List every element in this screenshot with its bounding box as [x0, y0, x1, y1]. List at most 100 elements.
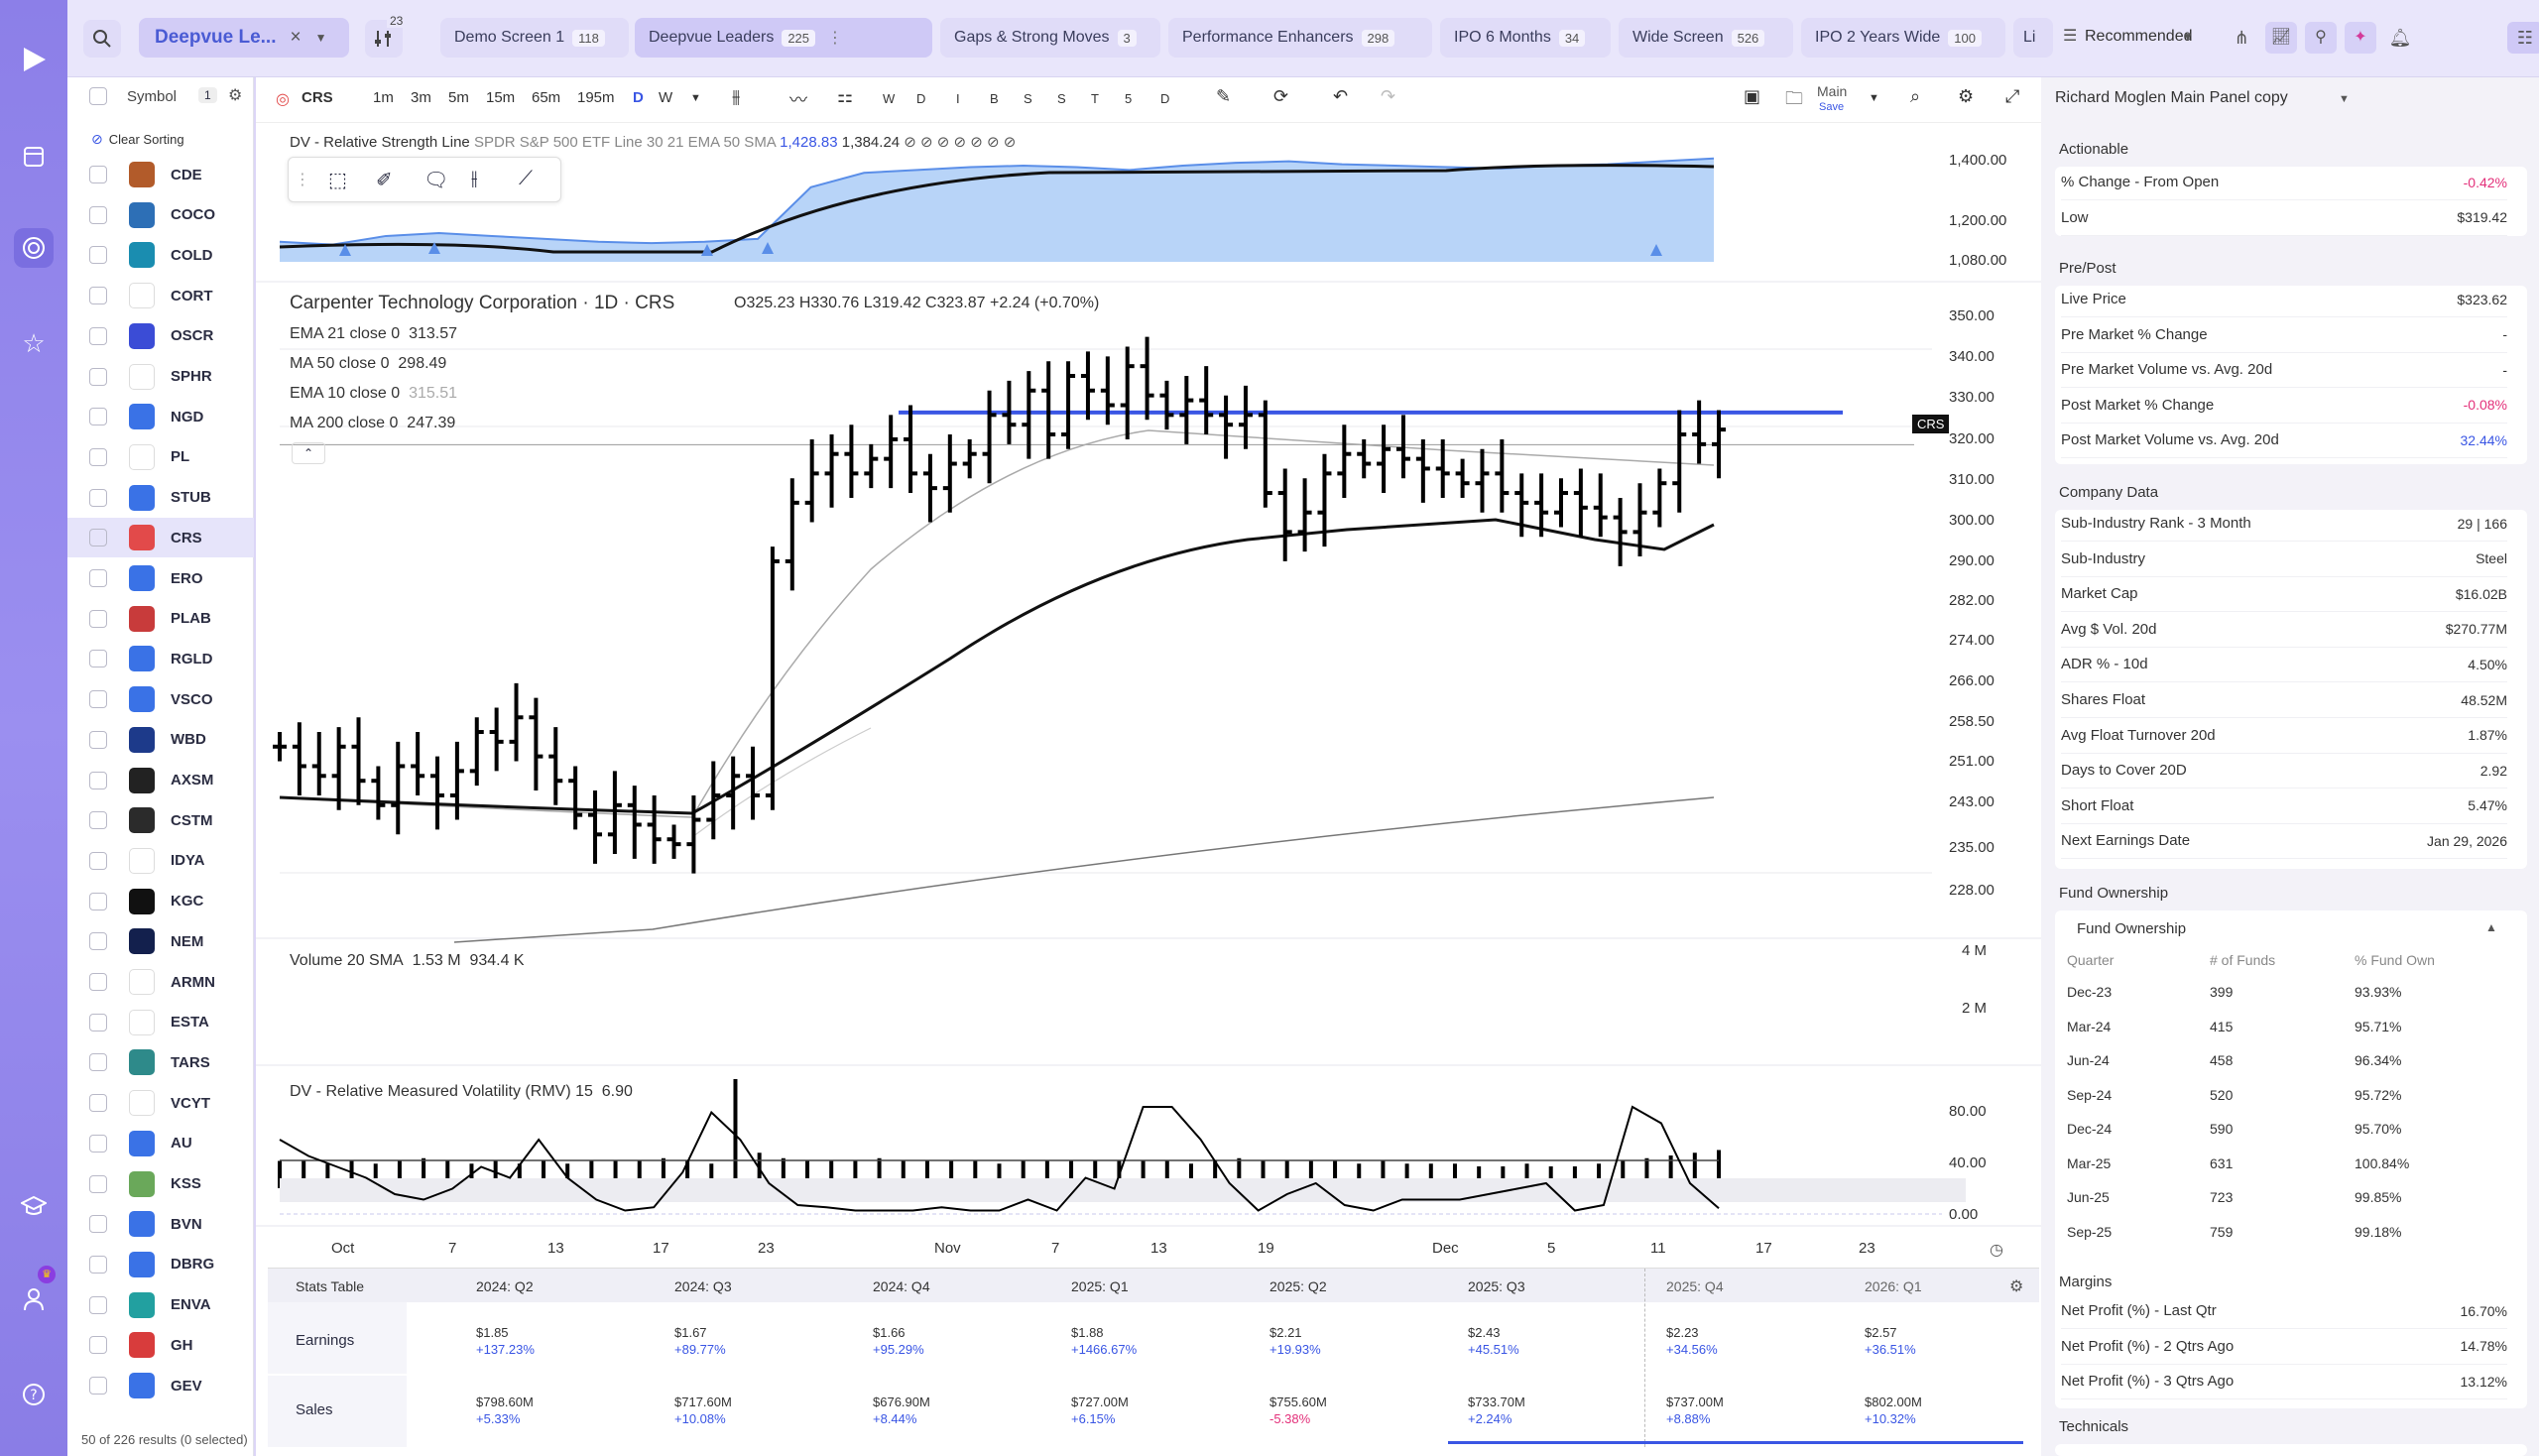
help-icon[interactable]: ? — [14, 1375, 54, 1414]
interval-daily[interactable]: D — [633, 89, 644, 106]
metric-row[interactable]: Sub-Industry Rank - 3 Month 29 | 166 — [2061, 506, 2507, 542]
watchlist-row[interactable]: TARS — [67, 1042, 254, 1082]
clear-sorting-button[interactable]: ⊘ Clear Sorting — [91, 125, 250, 153]
technicals-header[interactable]: Technicals — [2059, 1418, 2129, 1435]
watchlist-row[interactable]: CORT — [67, 276, 254, 315]
metric-row[interactable]: Live Price $323.62 — [2061, 282, 2507, 317]
watchlist-row[interactable]: AXSM — [67, 761, 254, 800]
row-checkbox[interactable] — [89, 408, 107, 426]
row-checkbox[interactable] — [89, 851, 107, 870]
fund-header[interactable]: Fund Ownership — [2059, 885, 2169, 902]
bell-icon[interactable]: 🔔︎ — [2388, 28, 2412, 48]
layout-template-icon[interactable]: ▣ — [1744, 86, 1761, 106]
row-checkbox[interactable] — [89, 1215, 107, 1234]
search-icon[interactable] — [83, 20, 121, 58]
chevron-down-icon[interactable]: ▼ — [2182, 30, 2194, 44]
symbol-column-header[interactable]: Symbol — [127, 88, 178, 105]
metric-row[interactable]: % Change - From Open -0.42% — [2061, 165, 2507, 200]
gear-icon[interactable]: ⚙ — [2009, 1278, 2024, 1295]
row-checkbox[interactable] — [89, 1094, 107, 1113]
toolbar-letter[interactable]: S — [1057, 91, 1066, 106]
gear-icon[interactable]: ⚙ — [1958, 86, 1975, 106]
prepost-header[interactable]: Pre/Post — [2059, 260, 2116, 277]
row-checkbox[interactable] — [89, 287, 107, 305]
bar-type-icon[interactable]: ⫵ — [732, 86, 741, 106]
watchlist-row[interactable]: GH — [67, 1325, 254, 1365]
watchlist-row[interactable]: WBD — [67, 720, 254, 760]
graduation-cap-icon[interactable] — [14, 1186, 54, 1226]
folder-icon[interactable]: 🗀︎ — [1785, 88, 1803, 108]
metric-row[interactable]: Avg Float Turnover 20d 1.87% — [2061, 718, 2507, 754]
toolbar-letter[interactable]: D — [916, 91, 926, 106]
watchlist-row[interactable]: COLD — [67, 235, 254, 275]
metric-row[interactable]: Next Earnings Date Jan 29, 2026 — [2061, 823, 2507, 860]
fund-ownership-subheader[interactable]: Fund Ownership — [2077, 920, 2187, 937]
toolbar-letter[interactable]: B — [990, 91, 999, 106]
row-checkbox[interactable] — [89, 690, 107, 709]
star-icon[interactable]: ☆ — [22, 327, 46, 358]
row-checkbox[interactable] — [89, 488, 107, 507]
interval-1m[interactable]: 1m — [373, 89, 394, 106]
watchlist-row[interactable]: GEV — [67, 1366, 254, 1405]
metric-row[interactable]: Avg $ Vol. 20d $270.77M — [2061, 612, 2507, 648]
watchlist-row[interactable]: NEM — [67, 921, 254, 961]
chevron-down-icon[interactable]: ▼ — [314, 31, 327, 45]
more-icon[interactable]: ⋮ — [827, 30, 844, 47]
interval-5m[interactable]: 5m — [448, 89, 469, 106]
metric-row[interactable]: Short Float 5.47% — [2061, 789, 2507, 824]
metric-row[interactable]: Post Market % Change -0.08% — [2061, 388, 2507, 424]
row-checkbox[interactable] — [89, 811, 107, 830]
watchlist-row[interactable]: AU — [67, 1124, 254, 1163]
comment-tool-icon[interactable]: 🗨︎ — [423, 170, 449, 191]
pencil-icon[interactable]: ✎ — [1216, 86, 1232, 106]
row-checkbox[interactable] — [89, 166, 107, 183]
metric-row[interactable]: Shares Float 48.52M — [2061, 682, 2507, 718]
watchlist-row[interactable]: NGD — [67, 397, 254, 436]
metric-row[interactable]: Net Profit (%) - Last Qtr 16.70% — [2061, 1293, 2507, 1329]
metric-row[interactable]: Sub-Industry Steel — [2061, 542, 2507, 577]
row-checkbox[interactable] — [89, 609, 107, 628]
time-settings-icon[interactable]: ◷ — [1990, 1242, 2003, 1259]
row-checkbox[interactable] — [89, 1174, 107, 1193]
row-checkbox[interactable] — [89, 326, 107, 345]
undo-icon[interactable]: ↶ — [1333, 86, 1349, 106]
watchlist-row[interactable]: SPHR — [67, 357, 254, 397]
watchlist-row[interactable]: DBRG — [67, 1245, 254, 1284]
watchlist-row[interactable]: PL — [67, 437, 254, 477]
watchlist-row[interactable]: STUB — [67, 478, 254, 518]
row-checkbox[interactable] — [89, 569, 107, 587]
watchlist-row[interactable]: OSCR — [67, 316, 254, 356]
tab-performance-enhancers[interactable]: Performance Enhancers 298 — [1168, 18, 1432, 58]
toolbar-letter[interactable]: W — [883, 91, 896, 106]
toolbar-letter[interactable]: D — [1160, 91, 1170, 106]
tab-ipo-2-years-wide[interactable]: IPO 2 Years Wide 100 — [1801, 18, 2005, 58]
watchlist-row[interactable]: ERO — [67, 558, 254, 598]
watchlist-row[interactable]: ENVA — [67, 1285, 254, 1325]
toolbar-letter[interactable]: S — [1024, 91, 1032, 106]
interval-weekly[interactable]: W — [659, 89, 673, 106]
sparkle-icon[interactable]: ✦ — [2345, 22, 2376, 54]
row-checkbox[interactable] — [89, 892, 107, 910]
row-checkbox[interactable] — [89, 1295, 107, 1314]
watchlist-row[interactable]: IDYA — [67, 841, 254, 881]
watchlist-row[interactable]: ARMN — [67, 962, 254, 1002]
zoom-icon[interactable]: ⌕ — [1910, 86, 1921, 106]
actionable-header[interactable]: Actionable — [2059, 141, 2129, 158]
indicators-icon[interactable]: ⚏ — [837, 86, 854, 106]
select-all-checkbox[interactable] — [89, 87, 107, 105]
row-checkbox[interactable] — [89, 973, 107, 991]
recommended-dropdown[interactable]: Recommended — [2085, 28, 2193, 45]
metric-row[interactable]: ADR % - 10d 4.50% — [2061, 647, 2507, 683]
candle-tool-icon[interactable]: ⫲ — [471, 168, 478, 189]
metric-row[interactable]: Net Profit (%) - 2 Qtrs Ago 14.78% — [2061, 1329, 2507, 1365]
row-checkbox[interactable] — [89, 529, 107, 547]
refresh-icon[interactable]: ⟳ — [1273, 86, 1289, 106]
price-chart-svg[interactable] — [256, 123, 2041, 1264]
watchlist-row[interactable]: CSTM — [67, 800, 254, 840]
layout-name[interactable]: Main — [1817, 83, 1848, 99]
watchlist-row[interactable]: CDE — [67, 155, 254, 194]
collapse-legend-button[interactable]: ⌃ — [292, 442, 325, 464]
fullscreen-icon[interactable]: ⤢ — [2005, 86, 2020, 106]
brush-tool-icon[interactable]: ✐ — [376, 170, 393, 191]
toolbar-symbol[interactable]: CRS — [302, 89, 333, 106]
